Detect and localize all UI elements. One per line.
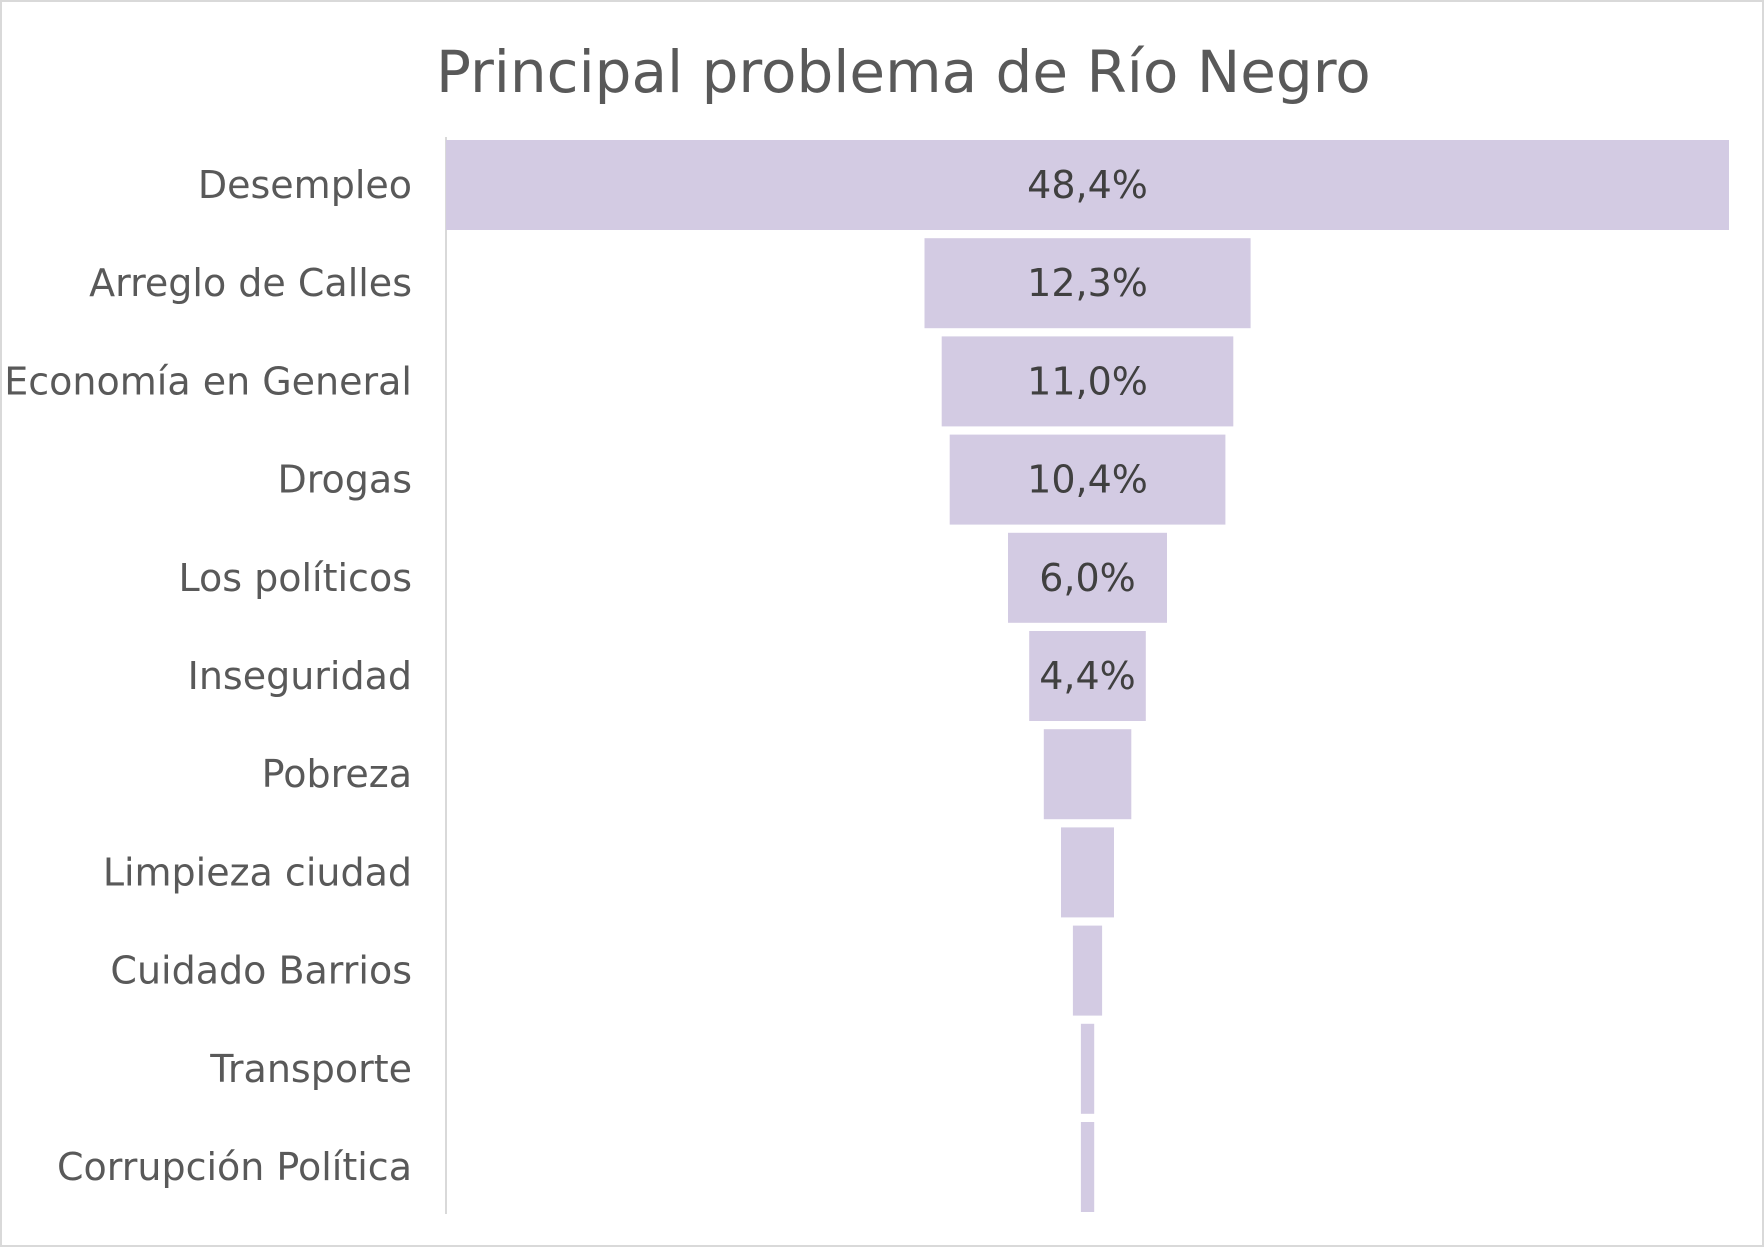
category-label: Transporte xyxy=(209,1047,412,1091)
funnel-bar xyxy=(1080,1122,1095,1212)
category-label: Corrupción Política xyxy=(57,1145,412,1189)
data-label: 11,0% xyxy=(1027,359,1148,403)
data-label: 12,3% xyxy=(1027,261,1148,305)
data-labels: 48,4% 12,3% 11,0% 10,4% 6,0% 4,4% xyxy=(1027,163,1148,698)
category-labels: Desempleo Arreglo de Calles Economía en Ge… xyxy=(4,163,412,1189)
funnel-bar xyxy=(1061,827,1114,918)
category-label: Los políticos xyxy=(178,556,412,600)
funnel-bar xyxy=(1029,631,1146,721)
funnel-bar xyxy=(924,238,1251,329)
data-label: 6,0% xyxy=(1039,556,1136,600)
funnel-bar xyxy=(941,336,1234,427)
funnel-bar xyxy=(1080,1023,1095,1114)
category-label: Desempleo xyxy=(198,163,412,207)
funnel-bar xyxy=(1008,532,1167,623)
category-label: Arreglo de Calles xyxy=(89,261,412,305)
funnel-bar xyxy=(949,434,1226,525)
data-label: 48,4% xyxy=(1027,163,1148,207)
funnel-bar xyxy=(1072,925,1103,1016)
bars-layer xyxy=(446,140,1729,1212)
data-label: 4,4% xyxy=(1039,654,1136,698)
category-label: Economía en General xyxy=(4,359,412,403)
category-label: Cuidado Barrios xyxy=(110,949,412,993)
data-label: 10,4% xyxy=(1027,458,1148,502)
category-label: Pobreza xyxy=(262,752,412,796)
category-label: Drogas xyxy=(277,458,412,502)
funnel-bar xyxy=(446,140,1729,230)
funnel-bar xyxy=(1043,729,1132,820)
category-label: Inseguridad xyxy=(188,654,412,698)
chart-title: Principal problema de Río Negro xyxy=(436,38,1371,106)
category-label: Limpieza ciudad xyxy=(103,850,412,894)
